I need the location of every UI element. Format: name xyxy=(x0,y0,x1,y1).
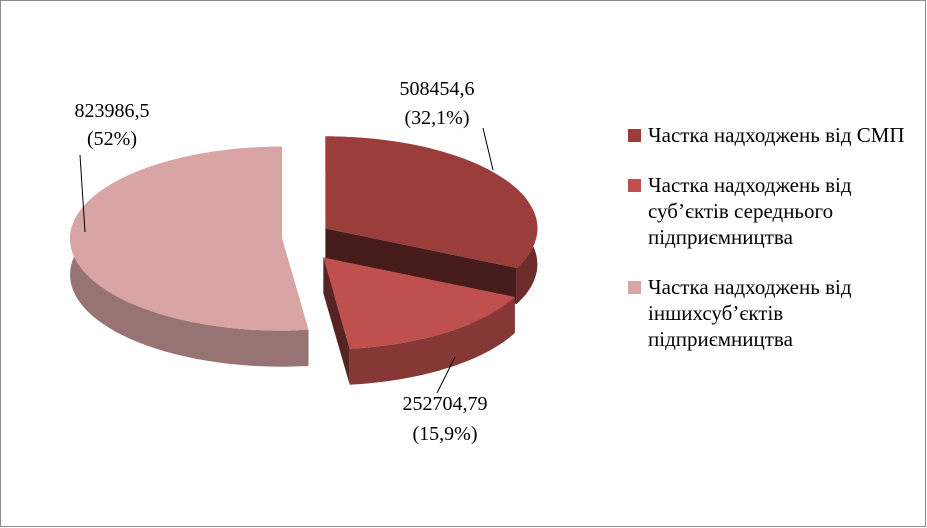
slice-cut-side xyxy=(323,257,350,385)
slice-cut-side xyxy=(325,228,517,304)
legend: Частка надходжень від СМП Частка надходже… xyxy=(628,122,913,376)
legend-label: Частка надходжень від суб’єктів середньо… xyxy=(648,173,852,249)
legend-swatch xyxy=(628,129,641,142)
slice xyxy=(325,136,538,268)
leader-line xyxy=(482,127,494,171)
slice xyxy=(323,257,515,349)
legend-swatch xyxy=(628,281,641,294)
slice xyxy=(70,146,309,331)
legend-swatch xyxy=(628,179,641,192)
legend-entry: Частка надходжень від суб’єктів середньо… xyxy=(628,172,913,250)
data-label-percent: (52%) xyxy=(87,128,137,150)
legend-entry: Частка надходжень від іншихсуб’єктів під… xyxy=(628,274,913,352)
data-label: 252704,79 xyxy=(403,393,488,415)
leader-line xyxy=(79,154,86,233)
data-label: 823986,5 xyxy=(75,100,150,122)
legend-label: Частка надходжень від СМП xyxy=(648,123,905,147)
legend-label: Частка надходжень від іншихсуб’єктів під… xyxy=(648,275,852,351)
legend-entry: Частка надходжень від СМП xyxy=(628,122,913,148)
data-label-percent: (15,9%) xyxy=(413,423,478,445)
data-label: 508454,6 xyxy=(400,78,475,100)
slice-side xyxy=(349,297,515,385)
leader-line xyxy=(436,356,456,394)
data-label-percent: (32,1%) xyxy=(405,107,470,129)
